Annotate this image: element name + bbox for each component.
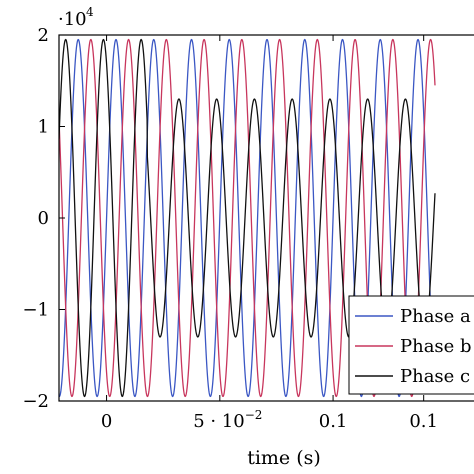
x-tick-label: 0 xyxy=(101,411,112,432)
legend-label-2: Phase b xyxy=(400,336,472,357)
y-tick-label: −2 xyxy=(22,391,49,412)
x-tick-label: 5 · 10−2 xyxy=(193,408,262,432)
y-multiplier-base: ·10 xyxy=(58,9,87,30)
legend-label-3: Phase c xyxy=(400,366,470,387)
series-line-3 xyxy=(59,38,436,398)
y-tick-label: 2 xyxy=(38,25,49,46)
y-tick-label: −1 xyxy=(22,300,49,321)
x-tick-label: 0.1 xyxy=(319,411,348,432)
x-axis-label: time (s) xyxy=(247,447,321,469)
y-multiplier: ·10 4 xyxy=(58,5,94,30)
legend: Phase a Phase b Phase c xyxy=(348,295,474,395)
y-tick-label: 1 xyxy=(38,117,49,138)
legend-box xyxy=(348,295,474,395)
y-tick-label: 0 xyxy=(38,208,49,229)
x-tick-label: 0.1 xyxy=(409,411,438,432)
series-line-1 xyxy=(59,38,436,398)
ticks-layer xyxy=(59,34,425,402)
y-multiplier-exponent: 4 xyxy=(86,5,94,19)
legend-label-1: Phase a xyxy=(400,306,471,327)
